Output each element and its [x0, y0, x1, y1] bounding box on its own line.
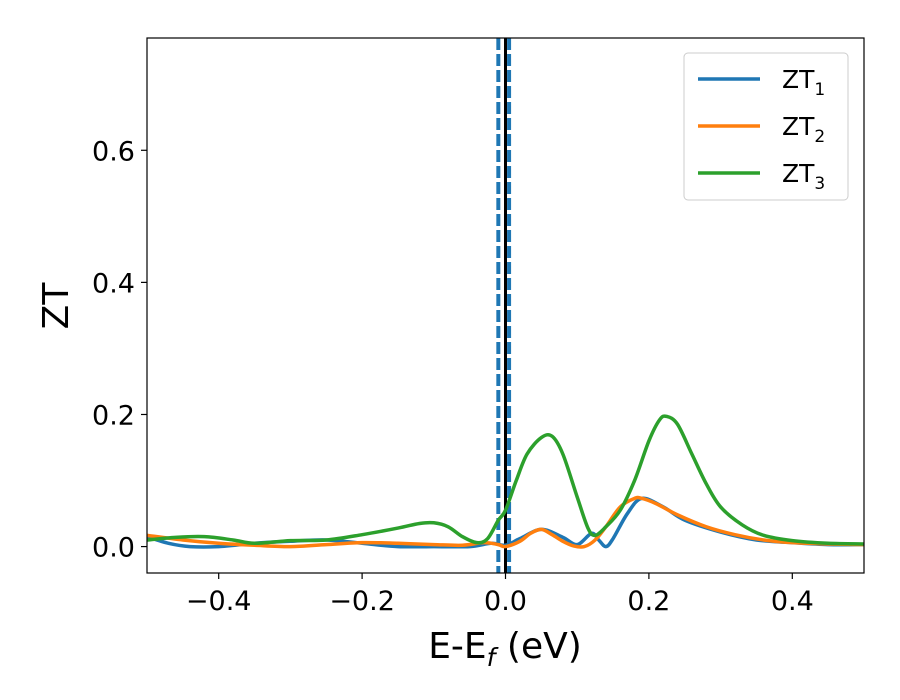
series-lines	[147, 414, 864, 549]
y-axis-label: ZT	[36, 282, 77, 330]
legend-label-3: ZT3	[782, 159, 825, 194]
y-tick-label: 0.2	[92, 400, 135, 431]
legend-label-1: ZT1	[782, 65, 825, 100]
y-tick-label: 0.6	[92, 136, 135, 167]
legend-box	[683, 52, 849, 201]
y-tick-label: 0.4	[92, 268, 135, 299]
x-axis-label-main: E-E	[428, 626, 486, 667]
series-line-zt2	[147, 495, 864, 549]
legend: ZT1 ZT2 ZT3	[683, 52, 849, 201]
x-axis-label-unit: (eV)	[495, 626, 581, 667]
y-axis-ticks: 0.0 0.2 0.4 0.6	[92, 136, 147, 564]
vertical-lines	[496, 38, 512, 573]
x-tick-label: 0.4	[771, 586, 814, 617]
x-axis-ticks: −0.4 −0.2 0.0 0.2 0.4	[186, 573, 814, 617]
x-tick-label: 0.0	[484, 586, 527, 617]
legend-label-2: ZT2	[782, 112, 825, 147]
y-tick-label: 0.0	[92, 533, 135, 564]
series-line-zt3	[147, 414, 864, 546]
x-axis-label: E-Ef (eV)	[428, 626, 582, 672]
x-tick-label: −0.4	[186, 586, 252, 617]
x-tick-label: 0.2	[627, 586, 670, 617]
x-tick-label: −0.2	[329, 586, 395, 617]
